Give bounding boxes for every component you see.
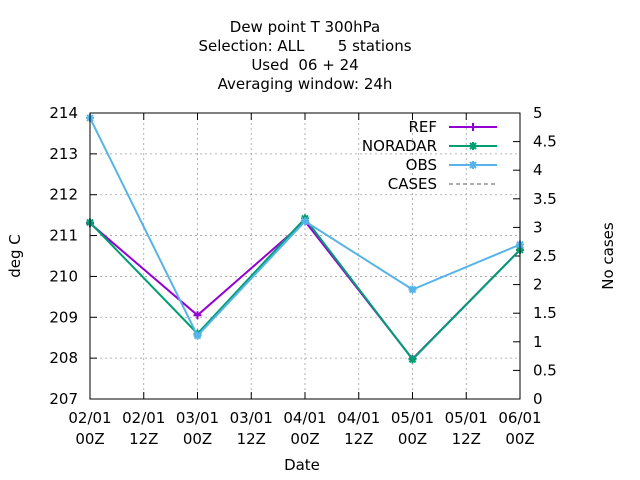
legend-marker	[469, 142, 477, 150]
y-tick-label: 209	[49, 308, 78, 326]
data-point	[193, 331, 202, 340]
legend-label: CASES	[388, 175, 437, 193]
y2-tick-label: 3	[533, 218, 543, 236]
x-tick-label-date: 05/01	[445, 409, 488, 427]
legend-label: NORADAR	[362, 137, 437, 155]
data-point	[408, 285, 417, 294]
y2-axis-label: No cases	[599, 222, 617, 290]
x-tick-label-time: 12Z	[129, 430, 158, 448]
y2-tick-label: 5	[533, 104, 543, 122]
y-tick-label: 211	[49, 227, 78, 245]
x-tick-label-date: 03/01	[230, 409, 273, 427]
y2-tick-label: 0	[533, 390, 543, 408]
x-tick-label-date: 04/01	[283, 409, 326, 427]
series-obs	[86, 113, 524, 340]
x-tick-label-date: 02/01	[122, 409, 165, 427]
x-tick-label-time: 12Z	[237, 430, 266, 448]
x-tick-label-time: 00Z	[290, 430, 319, 448]
x-tick-label-time: 00Z	[75, 430, 104, 448]
x-axis-label: Date	[284, 456, 320, 474]
y2-tick-label: 1.5	[533, 304, 557, 322]
x-tick-label-time: 00Z	[505, 430, 534, 448]
y-tick-label: 208	[49, 349, 78, 367]
title-line: Used 06 + 24	[251, 56, 358, 74]
legend-item: NORADAR	[362, 137, 497, 155]
y2-tick-label: 2.5	[533, 247, 557, 265]
legend-item: OBS	[406, 156, 497, 174]
x-tick-label-date: 02/01	[68, 409, 111, 427]
x-tick-label-time: 00Z	[398, 430, 427, 448]
title-line: Selection: ALL 5 stations	[198, 37, 411, 55]
y-tick-label: 207	[49, 390, 78, 408]
x-axis-ticks: 02/01 00Z 02/01 12Z 03/01 00Z 03/01 12Z 04/01 00Z…	[68, 113, 542, 448]
x-tick-label-date: 03/01	[176, 409, 219, 427]
y-tick-label: 213	[49, 145, 78, 163]
y2-tick-label: 1	[533, 333, 543, 351]
legend-item: CASES	[388, 175, 497, 193]
y2-tick-label: 2	[533, 276, 543, 294]
x-tick-label-date: 04/01	[337, 409, 380, 427]
grid	[90, 113, 520, 399]
y2-axis-ticks: 0 0.5 1 1.5 2 2.5 3 3.5 4 4.5 5	[513, 104, 557, 408]
y2-tick-label: 0.5	[533, 361, 557, 379]
y2-tick-label: 4	[533, 161, 543, 179]
y2-tick-label: 4.5	[533, 133, 557, 151]
plot-frame	[89, 112, 521, 400]
x-tick-label-date: 06/01	[498, 409, 541, 427]
data-point	[408, 355, 417, 364]
x-tick-label-time: 12Z	[452, 430, 481, 448]
y-axis-label: deg C	[6, 234, 24, 278]
x-tick-label-date: 05/01	[391, 409, 434, 427]
y-tick-label: 212	[49, 186, 78, 204]
y-tick-label: 214	[49, 104, 78, 122]
title-line: Dew point T 300hPa	[230, 18, 380, 36]
x-tick-label-time: 12Z	[344, 430, 373, 448]
legend-item: REF	[408, 118, 497, 136]
legend-marker	[469, 161, 477, 169]
legend-label: OBS	[406, 156, 437, 174]
data-point	[301, 217, 309, 226]
y2-tick-label: 3.5	[533, 190, 557, 208]
data-point	[193, 311, 202, 320]
x-tick-label-time: 00Z	[183, 430, 212, 448]
legend-label: REF	[408, 118, 437, 136]
y-tick-label: 210	[49, 267, 78, 285]
legend-marker	[469, 123, 477, 131]
title-line: Averaging window: 24h	[218, 75, 393, 93]
